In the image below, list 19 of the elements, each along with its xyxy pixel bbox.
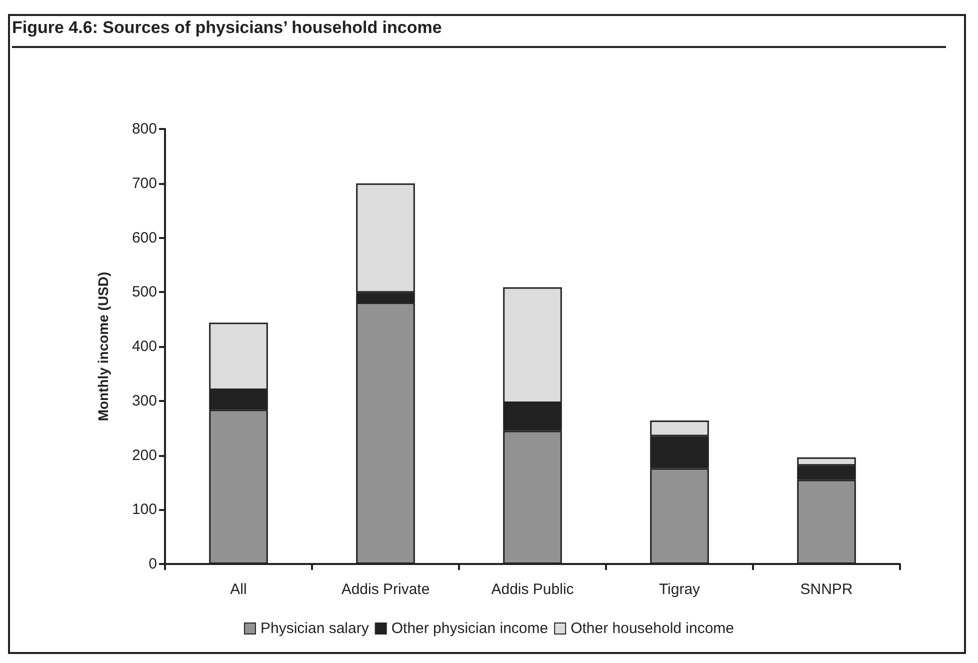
x-tick-label: Addis Public: [491, 581, 574, 598]
legend-label: Physician salary: [260, 620, 370, 637]
y-tick-label: 100: [132, 501, 157, 518]
y-tick-label: 600: [132, 229, 157, 246]
y-tick-label: 200: [132, 446, 157, 464]
x-tick-label: SNNPR: [800, 581, 853, 598]
y-tick-label: 500: [132, 284, 157, 301]
legend-label: Other physician income: [391, 620, 548, 637]
y-tick-label: 700: [132, 174, 157, 192]
x-tick-label: Tigray: [658, 581, 701, 598]
y-axis-title: Monthly income (USD): [95, 272, 111, 422]
y-tick-label: 300: [132, 392, 157, 410]
y-tick-label: 800: [132, 120, 157, 138]
y-tick-label: 0: [148, 556, 157, 572]
x-tick-label: Addis Private: [341, 581, 430, 598]
legend-label: Other household income: [570, 620, 734, 637]
chart-title: Figure 4.6: Sources of physicians’ household income: [12, 18, 946, 48]
x-tick-label: All: [230, 581, 247, 598]
y-tick-label: 400: [132, 338, 157, 355]
